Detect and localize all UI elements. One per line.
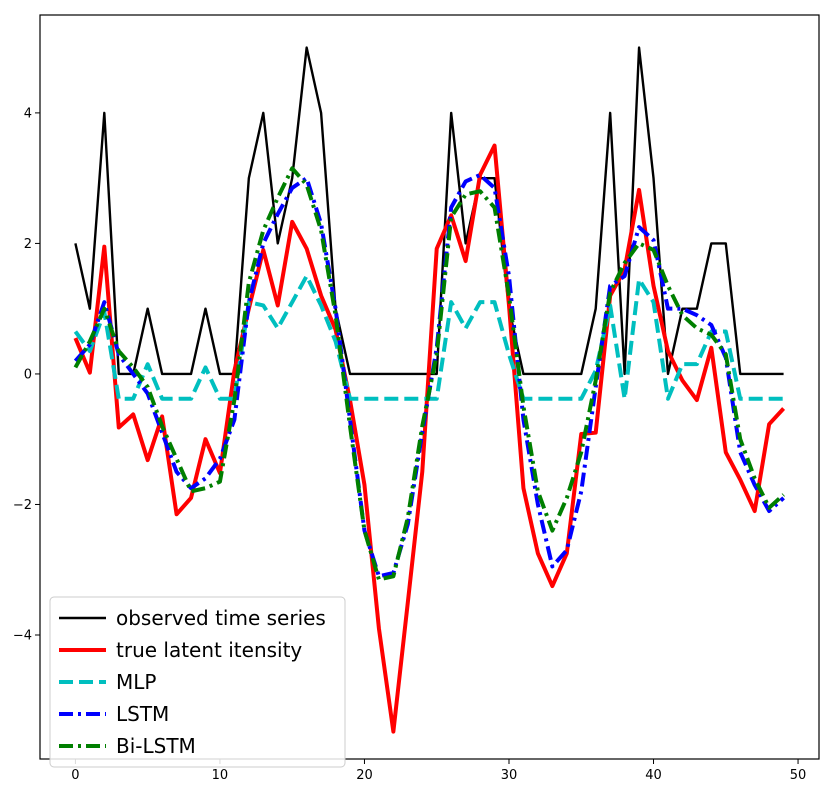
y-axis: −4 −2 0 2 4 <box>13 106 40 644</box>
y-tick-label: −4 <box>13 629 32 644</box>
plot-frame <box>39 14 820 760</box>
legend-box <box>49 596 346 768</box>
legend-label-mlp: MLP <box>116 670 156 694</box>
x-tick-label: 40 <box>645 768 662 783</box>
series-line-bi-lstm <box>73 166 785 582</box>
x-tick-label: 20 <box>356 768 373 783</box>
x-tick-label: 10 <box>212 768 229 783</box>
x-tick-label: 50 <box>790 768 807 783</box>
series-lines <box>73 46 786 734</box>
x-tick-label: 0 <box>71 768 79 783</box>
y-tick-label: 2 <box>24 237 32 252</box>
legend-label-true-latent-itensity: true latent itensity <box>116 638 302 662</box>
x-tick-label: 30 <box>501 768 518 783</box>
x-axis: 0 10 20 30 40 50 <box>71 759 806 783</box>
y-tick-label: 0 <box>24 367 32 382</box>
legend: observed time series true latent itensity… <box>49 596 346 768</box>
legend-label-lstm: LSTM <box>116 702 169 726</box>
series-line-observed-time-series <box>74 46 784 376</box>
y-tick-label: −2 <box>13 498 32 513</box>
legend-label-bi-lstm: Bi-LSTM <box>116 734 196 758</box>
legend-label-observed-time-series: observed time series <box>116 606 326 630</box>
y-tick-label: 4 <box>24 106 32 121</box>
